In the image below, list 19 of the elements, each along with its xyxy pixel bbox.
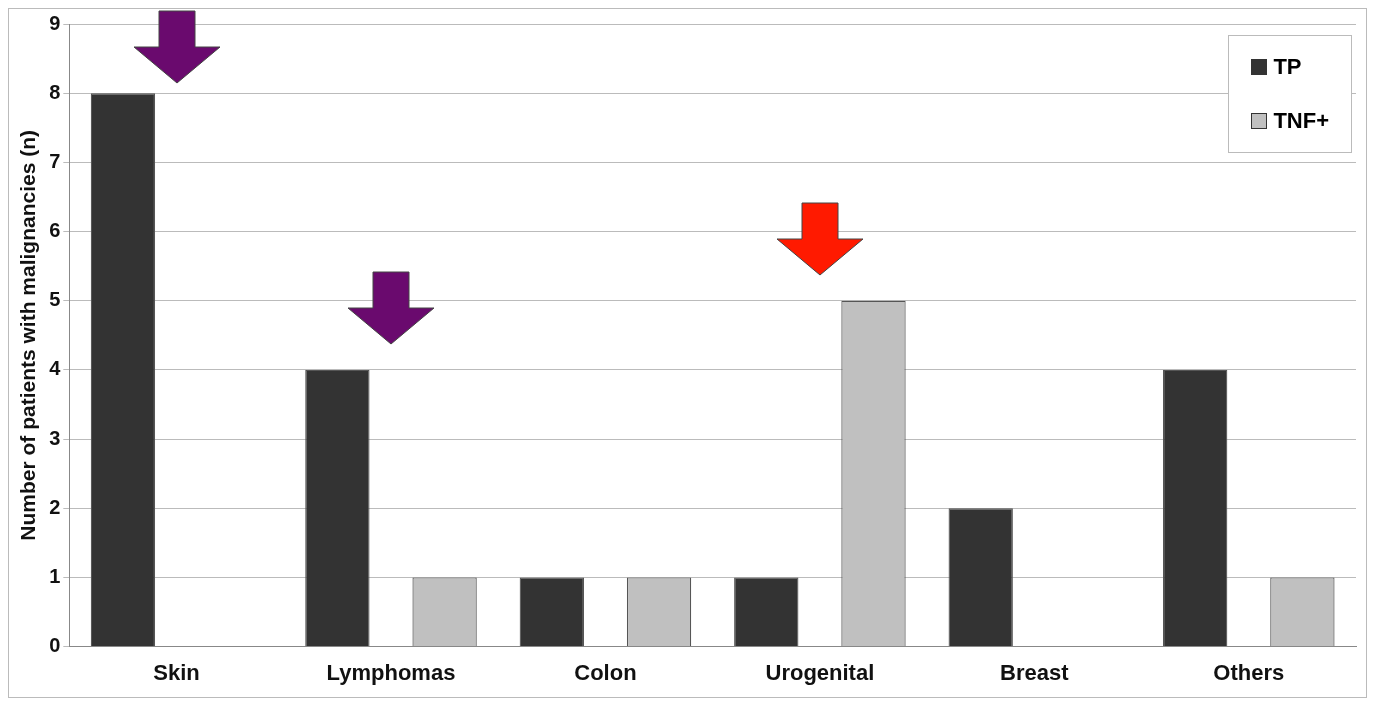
y-tick-label: 9 — [49, 11, 61, 34]
x-tick-label: Urogenital — [765, 659, 875, 685]
y-tick-label: 4 — [49, 357, 62, 380]
x-tick-label: Breast — [1000, 659, 1070, 685]
y-tick-label: 7 — [49, 149, 61, 172]
y-tick-label: 0 — [49, 634, 61, 657]
y-tick-label: 6 — [49, 219, 61, 242]
x-tick-label: Colon — [574, 659, 637, 685]
legend-label: TP — [1273, 54, 1302, 80]
x-tick-label: Lymphomas — [326, 659, 456, 685]
y-tick-label: 3 — [49, 426, 61, 449]
y-tick-label: 1 — [49, 564, 61, 587]
legend-label: TNF+ — [1273, 108, 1329, 134]
y-tick-label: 8 — [49, 80, 61, 103]
y-tick-label: 5 — [49, 288, 61, 311]
y-axis-title: Number of patients with malignancies (n) — [16, 129, 40, 541]
y-tick-label: 2 — [49, 495, 61, 518]
x-tick-label: Skin — [153, 659, 200, 685]
x-tick-label: Others — [1213, 659, 1285, 685]
